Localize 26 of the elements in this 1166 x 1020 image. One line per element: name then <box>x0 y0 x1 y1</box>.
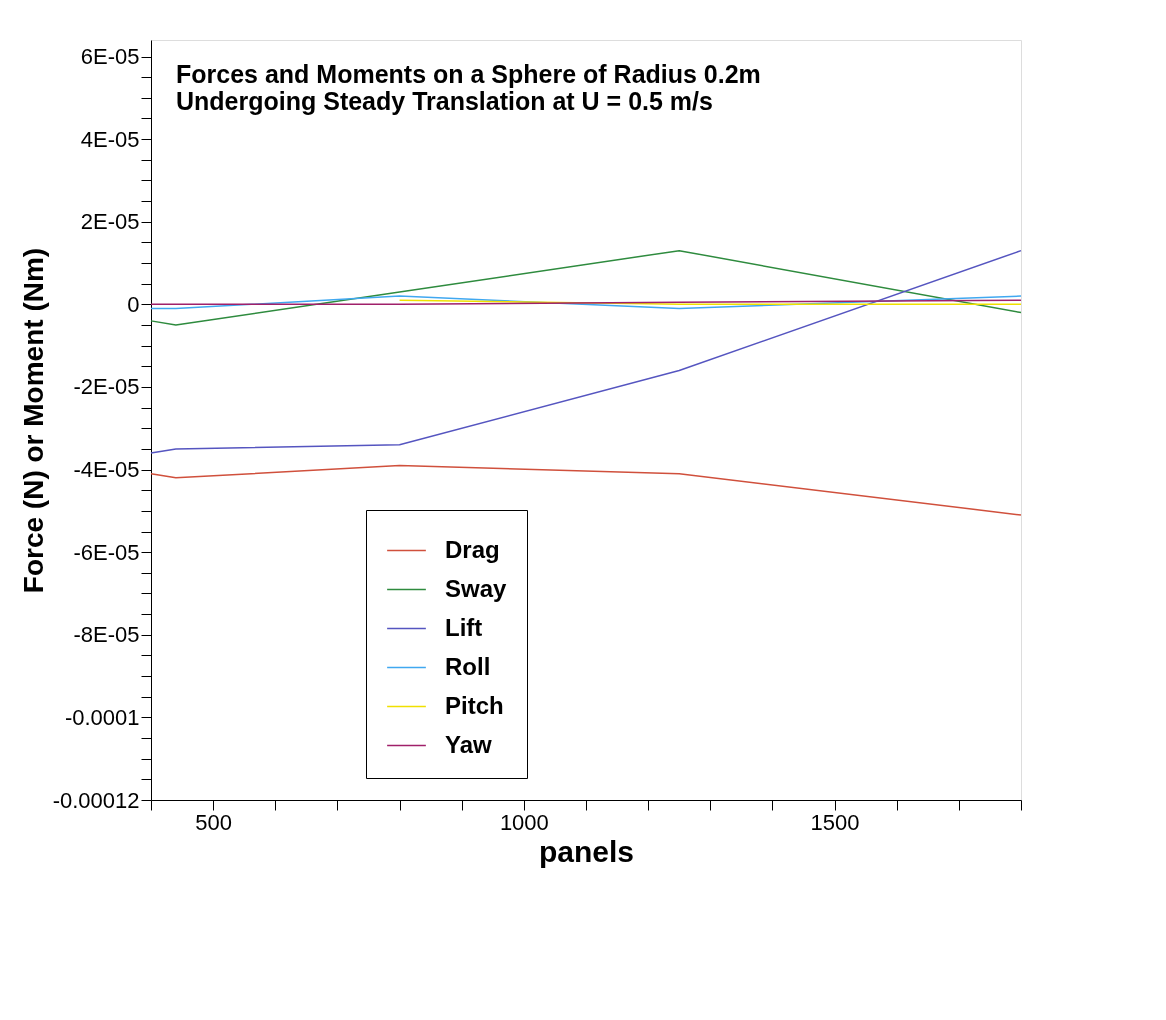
y-tick-label: -2E-05 <box>73 374 140 400</box>
x-tick-label: 1500 <box>810 809 860 835</box>
legend-label: Lift <box>445 613 483 641</box>
legend-label: Sway <box>445 574 508 602</box>
legend-label: Drag <box>445 535 500 563</box>
line-series <box>150 249 1022 326</box>
y-tick-label: -0.0001 <box>64 704 140 730</box>
y-axis-title: Force (N) or Moment (Nm) <box>17 247 49 594</box>
legend-label: Pitch <box>445 691 504 719</box>
y-tick-label: -0.00012 <box>52 787 140 813</box>
y-tick-label: -6E-05 <box>73 539 140 565</box>
x-tick-label: 1000 <box>499 809 549 835</box>
line-series <box>150 464 1022 516</box>
text: Forces and Moments on a Sphere of Radius 0.2m <box>176 60 761 88</box>
y-tick-label: 0 <box>127 291 140 317</box>
legend-label: Roll <box>445 652 491 680</box>
y-tick-label: 4E-05 <box>80 126 140 152</box>
text: Undergoing Steady Translation at U = 0.5 m/s <box>176 87 713 115</box>
x-axis-title: panels <box>538 834 635 868</box>
y-tick-label: -8E-05 <box>73 622 140 648</box>
legend-label: Yaw <box>445 730 493 758</box>
y-tick-label: 6E-05 <box>80 44 140 70</box>
y-tick-label: 2E-05 <box>80 209 140 235</box>
x-tick-label: 500 <box>195 809 232 835</box>
y-tick-label: -4E-05 <box>73 457 140 483</box>
line-series <box>150 249 1022 454</box>
